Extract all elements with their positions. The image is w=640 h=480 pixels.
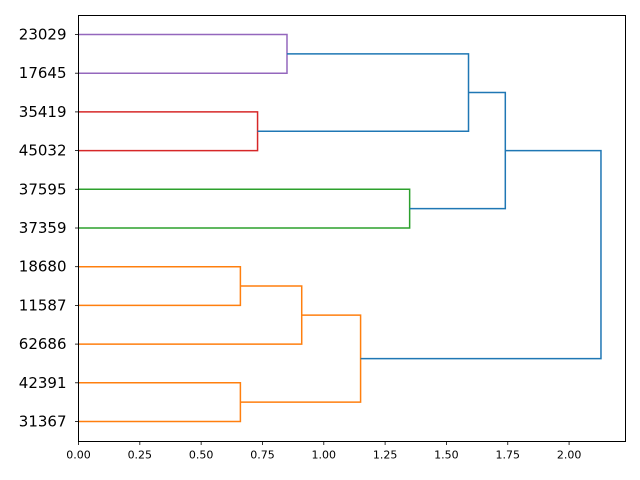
dendrogram-link-6 <box>78 188 411 229</box>
y-tick-label: 31367 <box>19 413 67 431</box>
dendrogram-link-9 <box>360 149 602 360</box>
plot-frame <box>78 15 626 442</box>
y-tick-label: 11587 <box>19 296 67 314</box>
x-tick-label: 0.50 <box>189 449 214 462</box>
x-tick-label: 0.25 <box>128 449 153 462</box>
y-axis-ticks: 23029 17645 35419 45032 37595 37359 18680 11587… <box>19 26 79 431</box>
x-tick-label: 0.75 <box>250 449 275 462</box>
x-tick-label: 1.50 <box>434 449 459 462</box>
x-axis-ticks: 0.00 0.25 0.50 0.75 1.00 1.25 1.50 1.75 2.00 <box>66 441 582 462</box>
dendrogram-link-1 <box>78 382 242 423</box>
y-tick-label: 35419 <box>19 103 67 121</box>
y-tick-label: 62686 <box>19 335 67 353</box>
x-tick-label: 1.00 <box>312 449 337 462</box>
dendrogram-link-5 <box>240 314 362 403</box>
dendrogram-link-0 <box>78 265 242 307</box>
x-tick-label: 0.00 <box>66 449 91 462</box>
dendrogram-link-8 <box>409 91 507 210</box>
x-tick-label: 2.00 <box>557 449 582 462</box>
y-tick-label: 37595 <box>19 180 67 198</box>
x-tick-label: 1.75 <box>496 449 521 462</box>
dendrogram-links <box>78 33 602 423</box>
y-tick-label: 42391 <box>19 374 67 392</box>
y-tick-label: 18680 <box>19 258 67 276</box>
dendrogram-link-7 <box>257 53 470 132</box>
y-tick-label: 45032 <box>19 142 67 160</box>
dendrogram-link-4 <box>78 285 303 345</box>
y-tick-label: 37359 <box>19 219 67 237</box>
x-tick-label: 1.25 <box>373 449 398 462</box>
dendrogram-link-2 <box>78 111 259 152</box>
dendrogram-link-3 <box>78 33 288 74</box>
y-tick-label: 23029 <box>19 26 67 44</box>
y-tick-label: 17645 <box>19 64 67 82</box>
